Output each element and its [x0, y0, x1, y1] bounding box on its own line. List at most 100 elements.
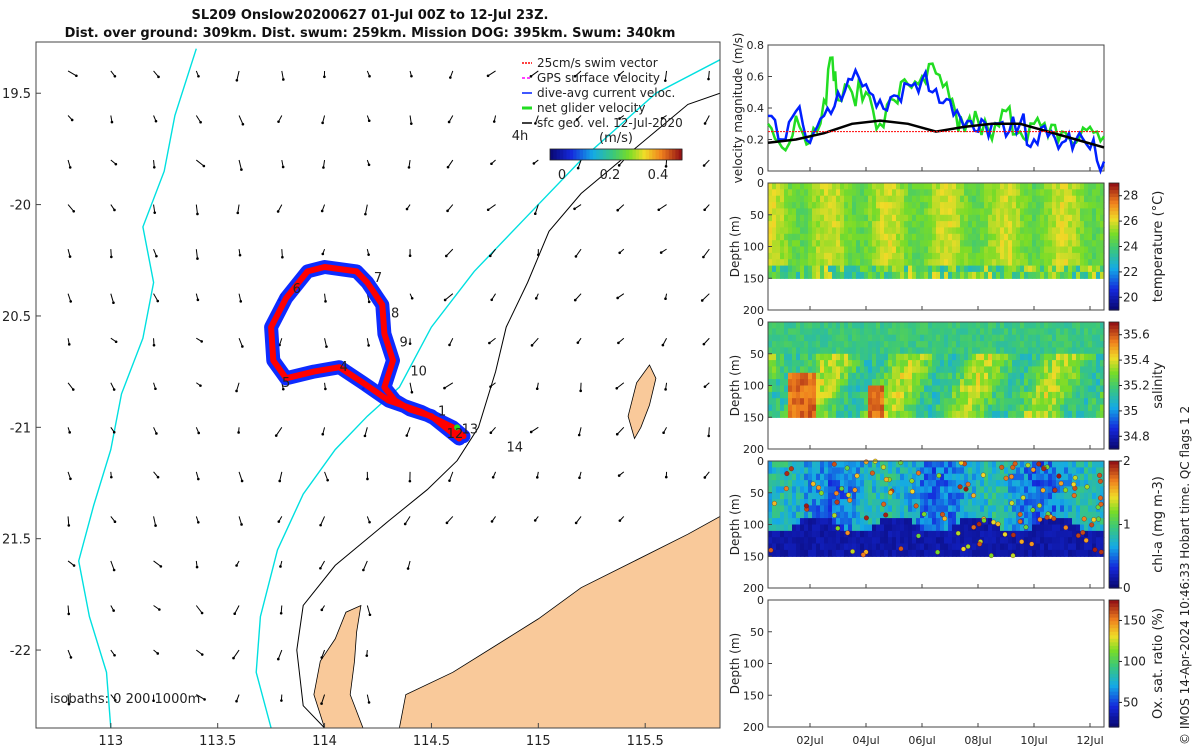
salinity-cell — [884, 372, 889, 380]
chla-cell — [1000, 492, 1005, 500]
salinity-cell — [1008, 328, 1013, 336]
chla-cell — [1036, 524, 1041, 532]
sfc-velocity-arrows — [67, 70, 711, 706]
temperature-cell — [920, 233, 925, 241]
salinity-cell — [984, 334, 989, 342]
oxygen-colorbar-cell — [1109, 702, 1119, 707]
salinity-cell — [1052, 391, 1057, 399]
salinity-cell — [792, 372, 797, 380]
temperature-cell — [872, 189, 877, 197]
map-colorbar-cell — [652, 149, 657, 160]
temperature-cell — [972, 265, 977, 273]
temperature-cell — [1024, 252, 1029, 260]
temperature-cell — [964, 246, 969, 254]
temperature-cell — [788, 246, 793, 254]
sfc-vel-arrowhead — [113, 74, 117, 78]
chla-cell — [1080, 480, 1085, 487]
map-x-tick-label: 115 — [526, 734, 551, 749]
chla-cell — [852, 511, 857, 519]
salinity-cell — [1024, 360, 1029, 367]
salinity-cell — [1068, 379, 1073, 387]
chla-cell — [964, 511, 969, 519]
sfc-vel-arrowhead — [618, 117, 621, 120]
salinity-cell — [1040, 366, 1045, 374]
chla-cell — [868, 492, 873, 500]
salinity-cell — [872, 366, 877, 374]
sfc-vel-arrowhead — [448, 343, 451, 347]
map-colorbar-cell — [675, 149, 680, 160]
salinity-cell — [844, 328, 849, 336]
chla-cell — [972, 499, 977, 506]
salinity-cell — [940, 410, 945, 418]
temperature-cell — [1096, 208, 1101, 216]
chla-cell — [1016, 537, 1021, 545]
temperature-colorbar-cell — [1109, 253, 1119, 258]
salinity-cell — [1012, 347, 1017, 355]
temperature-cell — [964, 271, 969, 279]
salinity-cell — [1020, 391, 1025, 399]
salinity-cell — [1020, 372, 1025, 380]
salinity-cell — [1060, 334, 1065, 342]
chla-cell — [964, 518, 969, 526]
chla-cell — [1064, 473, 1069, 481]
temperature-cell — [888, 208, 893, 216]
salinity-cell — [1004, 360, 1009, 367]
sfc-vel-arrowhead — [236, 211, 240, 215]
salinity-cell — [1020, 334, 1025, 342]
chla-y-tick-label: 0 — [757, 455, 764, 468]
salinity-cell — [816, 341, 821, 348]
chla-cell — [804, 486, 809, 494]
temperature-cell — [928, 240, 933, 248]
salinity-cell — [1020, 322, 1025, 329]
salinity-cell — [980, 404, 985, 412]
chla-cell — [928, 486, 933, 494]
salinity-colorbar-cell — [1109, 374, 1119, 379]
temperature-cell — [1024, 271, 1029, 279]
map-colorbar-cell — [579, 149, 584, 160]
chla-cell — [868, 486, 873, 494]
salinity-cell — [960, 322, 965, 329]
salinity-cell — [952, 334, 957, 342]
temperature-cell — [964, 195, 969, 203]
salinity-cell — [940, 322, 945, 329]
map-colorbar-cell — [632, 149, 637, 160]
temperature-cell — [984, 271, 989, 279]
salinity-cell — [900, 360, 905, 367]
temperature-cell — [1016, 183, 1021, 190]
temperature-cell — [920, 195, 925, 203]
temperature-cell — [976, 271, 981, 279]
chla-cell — [868, 461, 873, 468]
chla-cell — [872, 505, 877, 513]
chla-cell — [912, 543, 917, 551]
temperature-cell — [1068, 208, 1073, 216]
chla-cell — [796, 486, 801, 494]
oxygen-colorbar-cell — [1109, 723, 1119, 728]
chla-cell — [820, 543, 825, 551]
temperature-cell — [772, 227, 777, 235]
salinity-cell — [960, 372, 965, 380]
salinity-cell — [772, 366, 777, 374]
chla-colorbar-cell — [1109, 475, 1119, 480]
salinity-colorbar-cell — [1109, 441, 1119, 446]
temperature-cell — [824, 246, 829, 254]
temperature-cell — [936, 265, 941, 273]
temperature-cell — [776, 233, 781, 241]
chla-cell — [1100, 530, 1105, 538]
temperature-cell — [948, 240, 953, 248]
chla-colorbar-cell — [1109, 584, 1119, 589]
salinity-cell — [836, 341, 841, 348]
map-colorbar-cell — [678, 149, 683, 160]
chla-cell — [828, 505, 833, 513]
chla-cell — [936, 480, 941, 487]
chla-cell — [864, 543, 869, 551]
temperature-cell — [1004, 240, 1009, 248]
temperature-cell — [808, 195, 813, 203]
chla-cell — [924, 518, 929, 526]
salinity-cell — [868, 372, 873, 380]
chla-cell — [1096, 486, 1101, 494]
salinity-cell — [908, 366, 913, 374]
temperature-cell — [868, 202, 873, 209]
chla-cell — [940, 467, 945, 475]
salinity-cell — [948, 404, 953, 412]
salinity-cell — [928, 404, 933, 412]
